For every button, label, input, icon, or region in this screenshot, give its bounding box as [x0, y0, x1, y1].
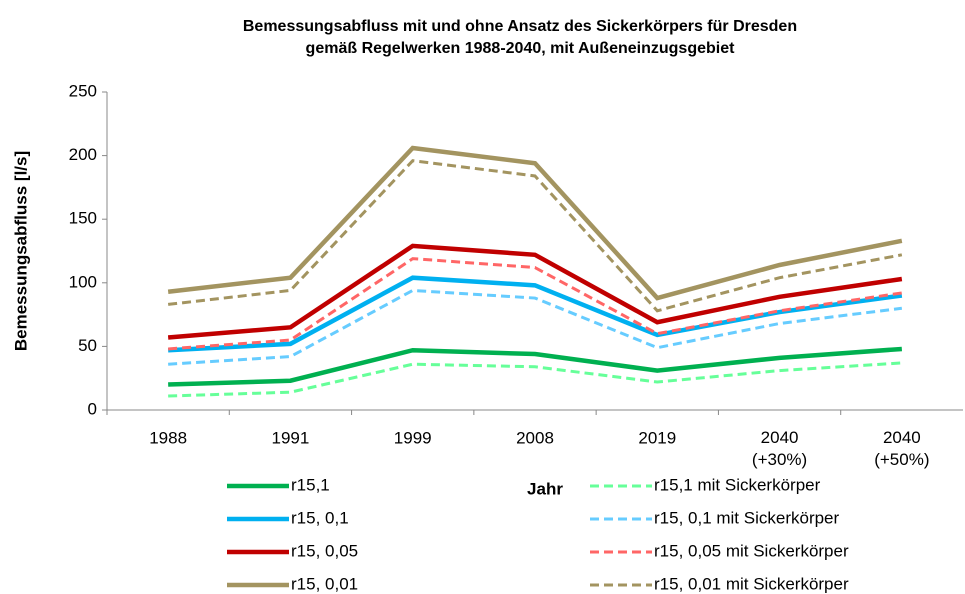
x-tick-label: 1999	[394, 428, 432, 447]
legend-label: r15, 0,01 mit Sickerkörper	[654, 574, 849, 593]
x-tick-label: 2040 (+30%)	[752, 428, 807, 469]
legend-label: r15, 0,05	[291, 541, 358, 560]
y-tick-label: 100	[69, 272, 97, 291]
y-tick-label: 200	[69, 145, 97, 164]
x-tick-label: 2019	[638, 428, 676, 447]
line-series	[168, 346, 903, 387]
legend-label: r15, 0,1 mit Sickerkörper	[654, 508, 840, 527]
y-axis-title: Bemessungsabfluss [l/s]	[11, 151, 30, 351]
line-series	[167, 243, 903, 340]
line-series	[168, 257, 903, 351]
line-series	[167, 159, 903, 313]
y-tick-label: 150	[69, 209, 97, 228]
y-tick-label: 250	[69, 81, 97, 100]
legend-label: r15,1 mit Sickerkörper	[654, 475, 821, 494]
legend-label: r15, 0,01	[291, 574, 358, 593]
y-tick-label: 0	[88, 399, 97, 418]
line-series	[168, 361, 902, 398]
x-axis-title: Jahr	[527, 479, 563, 498]
legend-label: r15,1	[291, 475, 330, 494]
x-tick-label: 2040 (+50%)	[874, 428, 929, 469]
line-series	[168, 275, 903, 353]
y-tick-label: 50	[78, 336, 97, 355]
x-tick-label: 2008	[516, 428, 554, 447]
line-series	[167, 145, 903, 301]
x-tick-label: 1988	[149, 428, 187, 447]
legend-label: r15, 0,05 mit Sickerkörper	[654, 541, 849, 560]
line-series	[168, 288, 903, 366]
legend-label: r15, 0,1	[291, 508, 349, 527]
x-tick-label: 1991	[272, 428, 310, 447]
chart-title: Bemessungsabfluss mit und ohne Ansatz de…	[243, 18, 797, 57]
